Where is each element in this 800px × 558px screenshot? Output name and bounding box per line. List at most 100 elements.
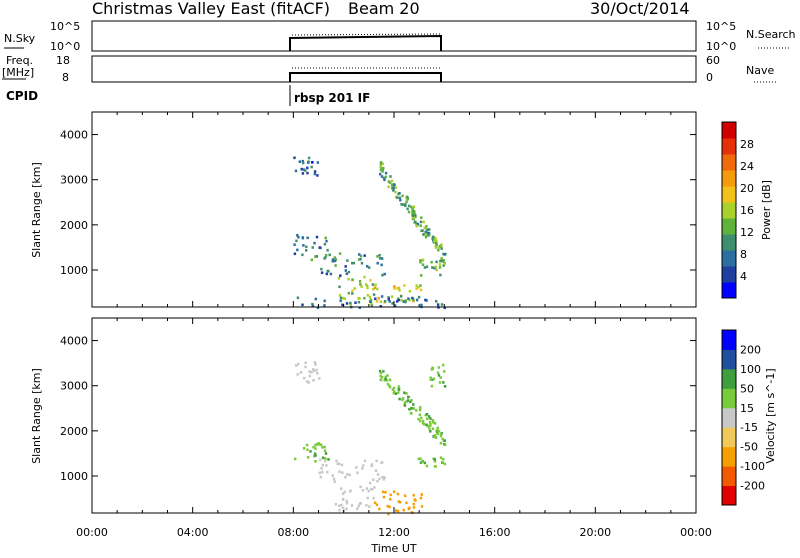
heatmap-cell (378, 507, 381, 511)
heatmap-cell (359, 257, 362, 261)
colorbar-tick-label: -50 (740, 441, 758, 454)
heatmap-cell (301, 159, 304, 163)
heatmap-cell (414, 499, 417, 502)
heatmap-cell (338, 285, 341, 289)
colorbar-swatch (722, 282, 736, 299)
heatmap-cell (404, 204, 407, 208)
heatmap-cell (347, 270, 351, 274)
heatmap-cell (397, 391, 400, 395)
heatmap-cell (439, 433, 442, 436)
heatmap-cell (392, 391, 395, 395)
heatmap-cell (433, 434, 437, 437)
colorbar-tick-label: 100 (740, 363, 761, 376)
heatmap-cell (341, 303, 344, 307)
heatmap-cell (438, 381, 442, 384)
heatmap-cell (418, 419, 422, 423)
heatmap-cell (357, 300, 361, 304)
heatmap-cell (433, 239, 436, 243)
station-title: Christmas Valley East (fitACF) (92, 0, 330, 18)
colorbar-swatch (722, 446, 736, 467)
heatmap-cell (373, 486, 376, 489)
heatmap-cell (324, 457, 327, 460)
heatmap-cell (411, 214, 414, 217)
colorbar-tick-label: 28 (740, 138, 754, 151)
nave-label: Nave (746, 64, 774, 77)
heatmap-cell (311, 161, 314, 164)
heatmap-cell (293, 252, 297, 256)
heatmap-cell (437, 429, 441, 433)
velocity-heatmap-cells (294, 361, 447, 516)
heatmap-cell (422, 419, 425, 423)
nsky-tick-hi: 10^5 (50, 20, 80, 33)
heatmap-cell (314, 454, 317, 457)
heatmap-cell (345, 501, 349, 505)
heatmap-cell (393, 285, 396, 288)
velocity-y-axis-label: Slant Range [km] (30, 368, 43, 464)
heatmap-cell (297, 362, 300, 366)
colorbar-tick-label: 200 (740, 343, 761, 356)
heatmap-cell (379, 164, 383, 168)
heatmap-cell (325, 272, 328, 276)
heatmap-cell (301, 253, 304, 257)
heatmap-cell (318, 377, 321, 380)
heatmap-cell (370, 487, 373, 491)
heatmap-cell (391, 388, 394, 391)
heatmap-cell (432, 377, 436, 381)
heatmap-cell (379, 374, 382, 378)
power-x-ticks (91, 112, 697, 307)
heatmap-cell (442, 363, 445, 367)
heatmap-cell (412, 403, 415, 406)
heatmap-cell (430, 384, 434, 388)
heatmap-cell (420, 216, 423, 219)
heatmap-cell (376, 299, 379, 303)
nsky-frame (91, 20, 697, 52)
heatmap-cell (434, 245, 437, 248)
heatmap-cell (301, 172, 305, 175)
heatmap-cell (324, 452, 328, 455)
heatmap-cell (382, 490, 385, 494)
heatmap-cell (313, 361, 317, 364)
heatmap-cell (316, 306, 320, 309)
heatmap-cell (387, 180, 390, 183)
heatmap-cell (439, 273, 442, 277)
heatmap-cell (315, 255, 318, 258)
heatmap-cell (340, 463, 344, 467)
heatmap-cell (420, 274, 423, 277)
heatmap-cell (338, 508, 341, 512)
heatmap-cell (415, 287, 418, 290)
nsky-tick-lo: 10^0 (50, 40, 80, 53)
heatmap-cell (342, 497, 345, 501)
heatmap-cell (351, 292, 354, 295)
heatmap-cell (425, 232, 428, 236)
y-tick-label: 4000 (60, 335, 88, 348)
heatmap-cell (315, 368, 318, 372)
heatmap-cell (380, 461, 383, 464)
heatmap-cell (401, 398, 404, 401)
heatmap-cell (394, 186, 398, 189)
heatmap-cell (316, 174, 319, 177)
heatmap-cell (440, 247, 443, 250)
heatmap-cell (310, 370, 313, 374)
heatmap-cell (334, 258, 338, 261)
heatmap-cell (360, 285, 363, 288)
heatmap-cell (433, 460, 437, 463)
heatmap-cell (376, 473, 380, 476)
heatmap-cell (358, 306, 361, 309)
heatmap-cell (396, 492, 400, 496)
heatmap-cell (388, 505, 391, 509)
heatmap-cell (382, 478, 385, 481)
x-tick-label: 04:00 (177, 526, 209, 539)
heatmap-cell (308, 370, 311, 373)
heatmap-cell (414, 215, 417, 218)
heatmap-cell (349, 490, 352, 493)
colorbar-swatch (722, 234, 736, 251)
y-tick-label: 3000 (60, 174, 88, 187)
heatmap-cell (440, 245, 443, 249)
heatmap-cell (398, 192, 401, 195)
heatmap-cell (359, 283, 362, 286)
heatmap-cell (313, 170, 317, 173)
heatmap-cell (304, 365, 307, 369)
heatmap-cell (344, 269, 347, 272)
heatmap-cell (426, 231, 430, 235)
colorbar-tick-label: 20 (740, 182, 754, 195)
